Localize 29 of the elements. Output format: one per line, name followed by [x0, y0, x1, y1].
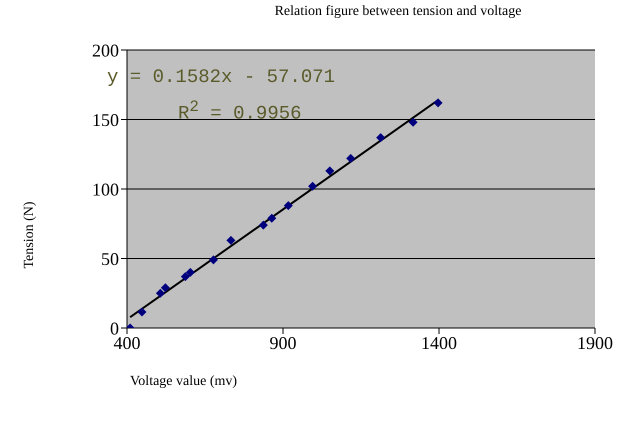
point	[325, 166, 334, 176]
point	[308, 182, 318, 191]
point	[180, 272, 190, 282]
point	[156, 288, 165, 298]
point	[284, 201, 293, 210]
point	[137, 308, 146, 317]
annotation: y = 0.1582x - 57.071	[107, 66, 336, 88]
point	[408, 118, 418, 127]
x-tick-label: 1400	[421, 332, 457, 353]
point	[208, 255, 218, 264]
y-tick-label: 100	[92, 179, 119, 200]
point	[226, 236, 236, 245]
point	[258, 220, 268, 230]
point	[346, 154, 356, 163]
point	[267, 214, 276, 223]
point	[434, 98, 443, 108]
point	[186, 268, 195, 277]
x-axis-title: Voltage value (mv)	[130, 374, 238, 390]
chart-title: Relation figure between tension and voltage	[274, 4, 522, 20]
x-tick-label: 1900	[577, 332, 613, 353]
annotation: R$^{2}$ = 0.9956	[178, 98, 302, 124]
y-tick-label: 150	[92, 110, 119, 130]
x-tick-label: 900	[270, 332, 296, 353]
point	[376, 133, 386, 142]
y-tick-label: 50	[101, 248, 119, 269]
y-axis-title: Tension (N)	[22, 201, 38, 269]
y-tick-label: 0	[110, 318, 119, 338]
y-tick-label: 200	[92, 40, 119, 60]
point	[160, 283, 170, 292]
